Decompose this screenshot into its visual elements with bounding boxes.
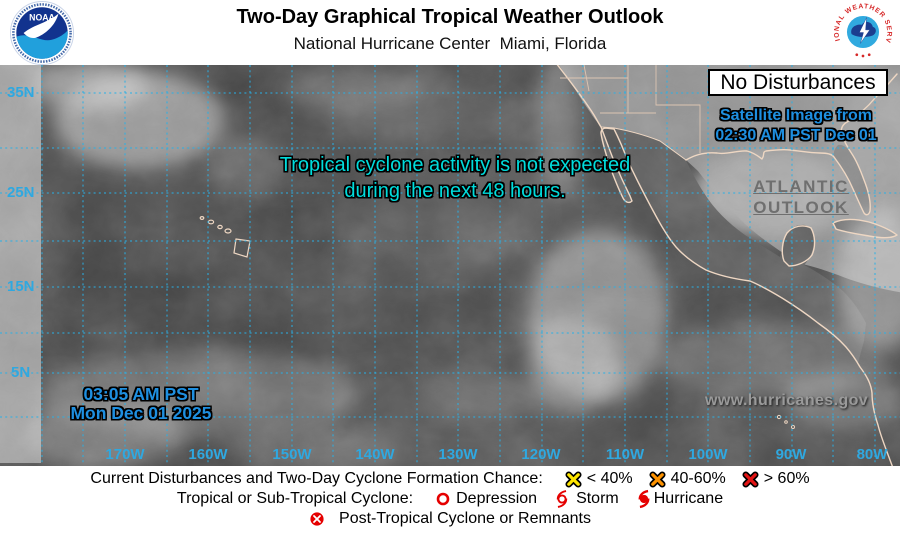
cyclone-title: Tropical or Sub-Tropical Cyclone: — [176, 490, 414, 507]
post-tropical-icon — [310, 512, 324, 526]
galapagos-islands — [776, 414, 795, 429]
longitude-label: 100W — [688, 446, 728, 463]
post-tropical-item: Post-Tropical Cyclone or Remnants — [309, 510, 591, 528]
low-chance-x-icon — [565, 470, 582, 488]
post-tropical-label: Post-Tropical Cyclone or Remnants — [339, 510, 591, 527]
chance-title: Current Disturbances and Two-Day Cyclone… — [90, 470, 543, 487]
latitude-label: 25N — [7, 184, 35, 201]
noaa-logo[interactable]: NOAA — [10, 1, 74, 65]
longitude-label: 110W — [605, 446, 645, 463]
status-badge: No Disturbances — [708, 69, 888, 96]
satellite-image[interactable]: No Disturbances Satellite Image from 02:… — [0, 65, 900, 466]
latitude-label: 15N — [7, 278, 35, 295]
page-title: Two-Day Graphical Tropical Weather Outlo… — [236, 6, 664, 28]
header: NOAA Two-Day Graphical Tropical Weather … — [0, 0, 900, 65]
longitude-label: 130W — [438, 446, 478, 463]
website-watermark: www.hurricanes.gov — [705, 392, 869, 409]
legend: Current Disturbances and Two-Day Cyclone… — [0, 466, 900, 533]
longitude-label: 160W — [188, 446, 228, 463]
chance-medium-item: 40-60% — [649, 470, 726, 488]
chance-low-item: < 40% — [565, 470, 633, 488]
page-subtitle: National Hurricane Center Miami, Florida — [293, 34, 607, 53]
longitude-label: 90W — [775, 446, 807, 463]
longitude-label: 140W — [355, 446, 395, 463]
outlook-message: Tropical cyclone activity is not expecte… — [105, 152, 805, 204]
coastlines — [556, 65, 898, 466]
depression-item: Depression — [435, 490, 537, 508]
noaa-logo-text: NOAA — [29, 12, 55, 22]
legend-row-cyclone: Tropical or Sub-Tropical Cyclone: Depres… — [177, 489, 723, 509]
latitude-label: 35N — [7, 84, 35, 101]
hurricane-icon — [638, 489, 650, 509]
chance-low-label: < 40% — [586, 470, 633, 487]
storm-item: Storm — [553, 489, 619, 509]
hurricane-label: Hurricane — [653, 490, 724, 507]
nws-logo[interactable]: NATIONAL WEATHER SERVICE — [833, 2, 893, 62]
legend-row-post-tropical: Post-Tropical Cyclone or Remnants — [309, 509, 591, 529]
issued-date: Mon Dec 01 2025 — [70, 403, 212, 423]
depression-label: Depression — [456, 490, 538, 507]
longitude-label: 80W — [856, 446, 888, 463]
longitude-label: 150W — [272, 446, 312, 463]
hurricane-item: Hurricane — [635, 489, 723, 509]
high-chance-x-icon — [742, 470, 759, 488]
storm-label: Storm — [576, 490, 619, 507]
issued-timestamp: 03:05 AM PST Mon Dec 01 2025 — [55, 385, 227, 423]
hawaii-islands — [199, 216, 251, 258]
depression-icon — [436, 492, 450, 506]
longitude-label: 170W — [105, 446, 145, 463]
satellite-timestamp: Satellite Image from 02:30 AM PST Dec 01 — [696, 106, 896, 146]
issued-time: 03:05 AM PST — [83, 384, 199, 404]
chance-high-item: > 60% — [742, 470, 810, 488]
longitude-label: 120W — [521, 446, 561, 463]
atlantic-outlook-link[interactable]: ATLANTIC OUTLOOK — [753, 177, 849, 217]
legend-row-chance: Current Disturbances and Two-Day Cyclone… — [90, 469, 810, 489]
outlook-message-line1: Tropical cyclone activity is not expecte… — [279, 154, 631, 176]
storm-icon — [556, 490, 568, 508]
state-borders — [560, 65, 701, 153]
chance-medium-label: 40-60% — [670, 470, 726, 487]
chance-high-label: > 60% — [763, 470, 810, 487]
outlook-message-line2: during the next 48 hours. — [344, 180, 566, 202]
latitude-label: 5N — [11, 364, 31, 381]
medium-chance-x-icon — [649, 470, 666, 488]
satellite-timestamp-line2: 02:30 AM PST Dec 01 — [715, 127, 877, 144]
satellite-timestamp-line1: Satellite Image from — [719, 107, 873, 124]
basemap-graphics — [0, 65, 900, 466]
